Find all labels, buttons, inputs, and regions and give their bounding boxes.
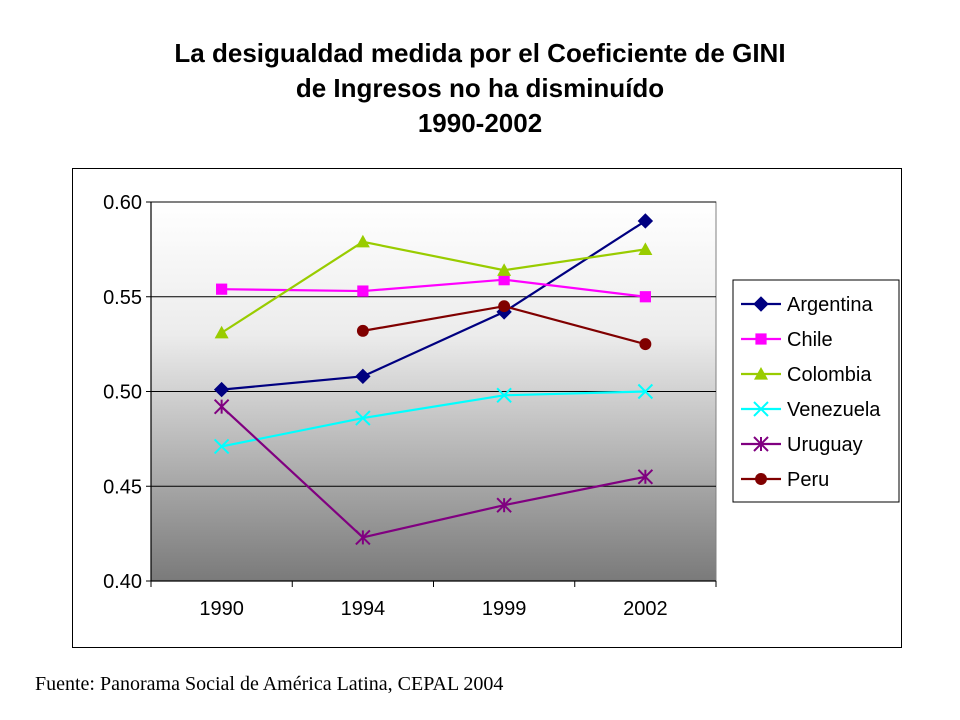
data-point-uruguay [637, 469, 654, 485]
data-point-peru [639, 338, 652, 351]
line-chart: 0.40 0.45 0.50 0.55 0.60 1990 1994 1999 2002 Arge… [103, 192, 900, 620]
data-point-colombia [214, 325, 229, 339]
data-point-peru [356, 324, 369, 337]
x-tick-label: 1994 [341, 598, 386, 620]
legend-label-peru: Peru [787, 469, 829, 491]
data-point-peru [498, 300, 511, 313]
data-point-colombia [355, 234, 370, 248]
series-line-argentina [221, 220, 646, 391]
data-point-venezuela [496, 387, 512, 403]
x-tick-label: 1999 [482, 598, 527, 620]
y-tick-label: 0.45 [103, 476, 142, 498]
data-point-uruguay [213, 398, 230, 415]
legend-marker-colombia [754, 367, 768, 380]
data-point-argentina [213, 381, 230, 398]
title-line-3: 1990-2002 [417, 108, 543, 138]
series-line-uruguay [220, 405, 646, 539]
data-point-uruguay [355, 529, 371, 546]
title-line-2: de Ingresos no ha disminuído [295, 73, 665, 103]
data-point-chile [639, 291, 651, 303]
x-tick-label: 2002 [623, 598, 668, 620]
data-point-uruguay [496, 497, 512, 513]
legend-label-argentina: Argentina [787, 294, 873, 316]
data-point-chile [498, 274, 510, 286]
legend-marker-peru [755, 473, 767, 485]
legend-marker-uruguay [753, 436, 769, 452]
series-line-colombia [221, 240, 646, 334]
data-point-venezuela [213, 438, 230, 455]
legend-label-venezuela: Venezuela [787, 399, 881, 421]
legend-label-colombia: Colombia [787, 364, 872, 386]
data-point-chile [357, 285, 369, 297]
series-line-chile [221, 278, 646, 298]
chart-title: La desigualdad medida por el Coeficiente… [0, 36, 960, 141]
legend-marker-venezuela [753, 401, 769, 417]
data-point-venezuela [355, 410, 371, 426]
legend [732, 279, 900, 503]
y-tick-label: 0.50 [103, 382, 142, 404]
data-point-venezuela [637, 383, 654, 400]
data-point-colombia [638, 242, 653, 255]
legend-label-uruguay: Uruguay [787, 434, 863, 456]
source-note: Fuente: Panorama Social de América Latin… [35, 673, 504, 695]
data-point-argentina [637, 213, 654, 229]
data-point-argentina [355, 368, 371, 385]
series-line-venezuela [221, 390, 646, 448]
y-tick-label: 0.55 [103, 287, 142, 309]
x-tick-label: 1990 [199, 598, 244, 620]
title-line-1: La desigualdad medida por el Coeficiente… [174, 38, 786, 68]
data-point-colombia [497, 263, 512, 276]
chart-area: 0.40 0.45 0.50 0.55 0.60 1990 1994 1999 2002 Arge… [72, 168, 902, 648]
legend-marker-argentina [753, 296, 769, 312]
y-tick-label: 0.60 [103, 192, 142, 214]
legend-marker-chile [755, 333, 767, 345]
data-point-chile [216, 283, 228, 295]
y-tick-label: 0.40 [103, 571, 142, 593]
legend-label-chile: Chile [787, 329, 833, 351]
